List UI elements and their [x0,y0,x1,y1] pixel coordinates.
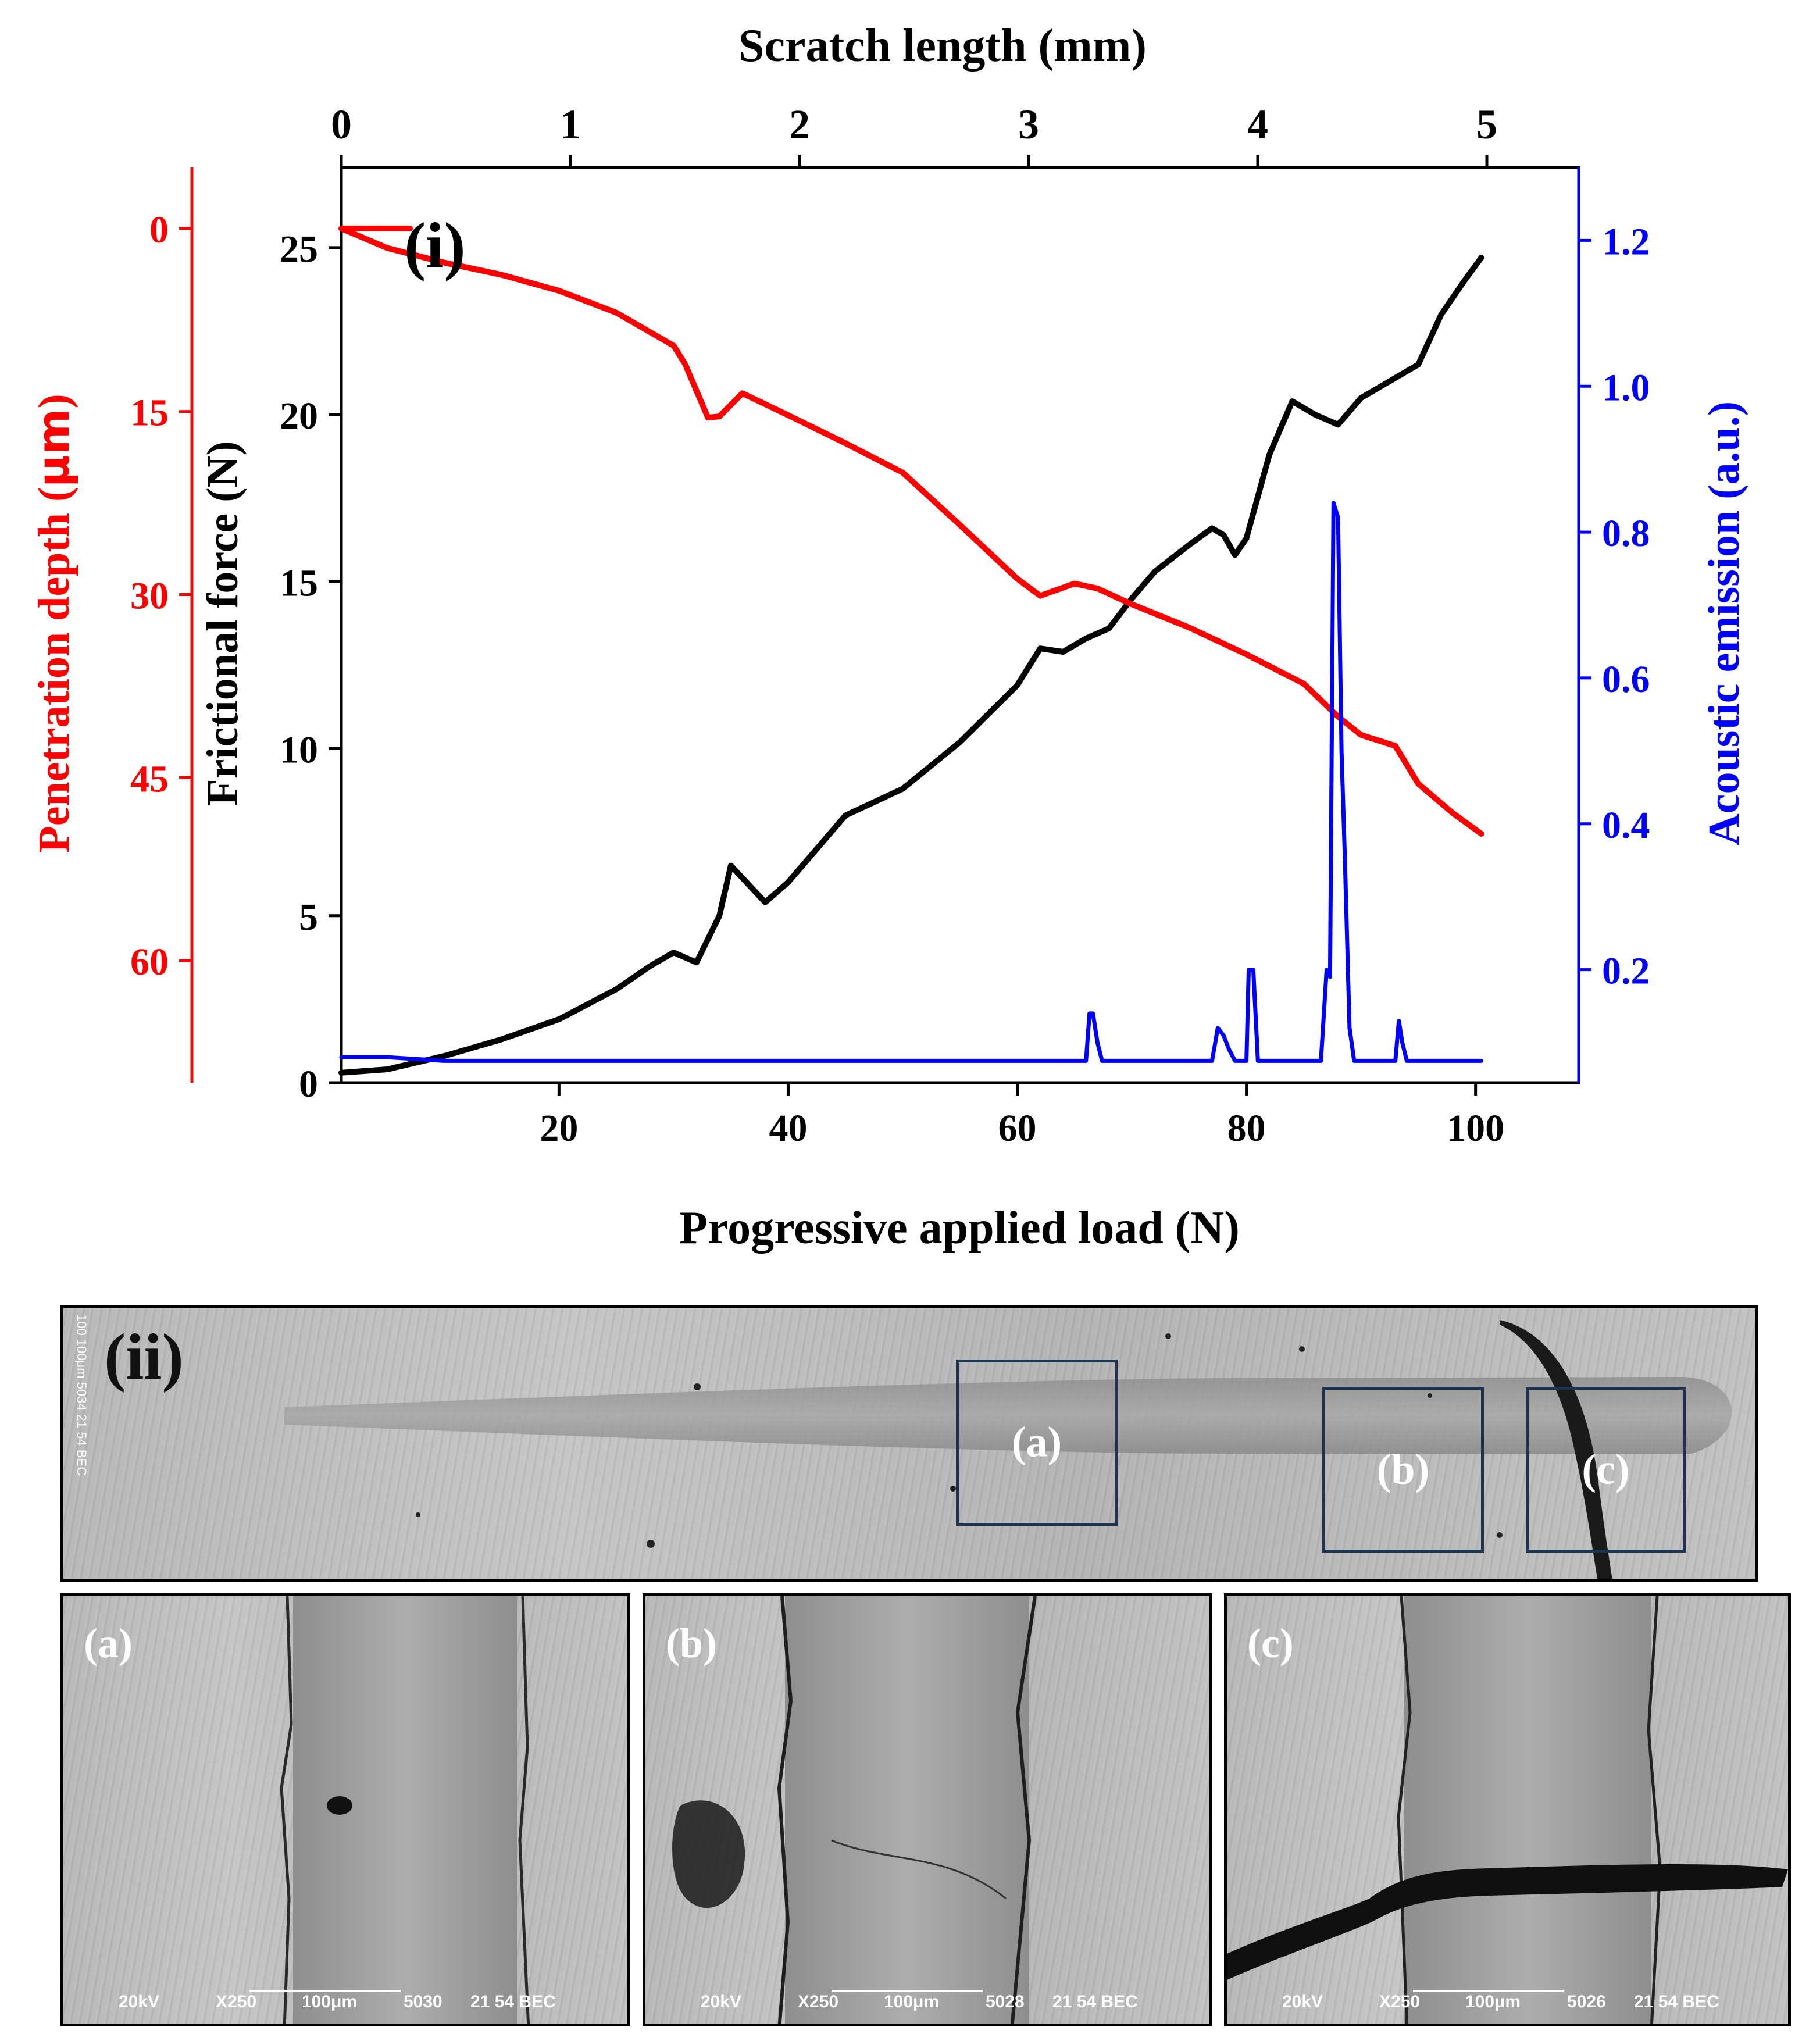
ae-series-line [339,501,1483,1063]
detail-a-label: (a) [84,1620,133,1667]
force-tick-label: 0 [299,1063,318,1105]
detail-b-label: (b) [666,1620,717,1667]
ae-tick-label: 0.6 [1602,658,1650,701]
detail-c-scalebar: 20kV X250 100μm 5026 21 54 BEC [1227,1981,1788,2015]
x-tick-label: 60 [998,1107,1037,1150]
sem-overview-image: (ii) 100 100μm 5034 21 54 BEC (a) (b) (c… [60,1305,1758,1582]
force-tick-label: 20 [280,395,318,437]
depth-tick-label: 15 [130,392,169,434]
sem-overview-meta: 100 100μm 5034 21 54 BEC [74,1314,89,1476]
depth-axis-title: Penetration depth (μm) [27,394,79,852]
depth-series-line [338,225,1484,837]
detail-b-scalebar: 20kV X250 100μm 5028 21 54 BEC [645,1981,1209,2015]
detail-a-scalebar: 20kV X250 100μm 5030 21 54 BEC [63,1981,627,2015]
top-axis-title: Scratch length (mm) [738,20,1147,72]
x-axis-title: Progressive applied load (N) [679,1203,1240,1254]
zoom-box-c-label: (c) [1582,1446,1630,1493]
depth-tick-label: 45 [130,758,169,800]
zoom-box-c: (c) [1526,1387,1686,1553]
top-tick-label: 2 [789,101,810,148]
force-axis-title: Frictional force (N) [198,441,247,805]
zoom-box-a-label: (a) [1011,1418,1062,1466]
detail-c-label: (c) [1247,1620,1294,1667]
ae-tick-label: 1.2 [1602,220,1650,263]
ae-tick-label: 0.2 [1602,950,1650,993]
depth-tick-label: 30 [130,575,169,618]
top-tick-label: 5 [1476,101,1497,148]
top-tick-label: 3 [1018,101,1039,148]
scratch-track [672,1596,1037,2024]
top-tick-label: 1 [560,101,581,148]
top-tick-label: 4 [1247,101,1268,148]
x-tick-label: 40 [769,1107,807,1150]
ae-tick-label: 0.4 [1602,804,1650,847]
ae-axis-title: Acoustic emission (a.u.) [1700,401,1748,845]
force-tick-label: 15 [280,562,318,604]
zoom-box-b: (b) [1322,1387,1484,1553]
scratch-track [284,1320,1732,1579]
force-tick-label: 25 [280,228,318,270]
x-tick-label: 80 [1227,1107,1266,1150]
plot-frame [340,166,1580,1084]
depth-tick-label: 0 [149,209,169,251]
panel-label-ii: (ii) [104,1321,184,1393]
x-tick-label: 100 [1447,1107,1504,1150]
force-tick-label: 5 [299,896,318,939]
panel-label-i: (i) [404,210,466,282]
ae-tick-label: 1.0 [1602,366,1650,409]
force-tick-label: 10 [280,729,318,772]
depth-tick-label: 60 [130,941,169,983]
zoom-box-b-label: (b) [1376,1446,1430,1493]
sem-detail-a: (a) 20kV X250 100μm 5030 21 54 BEC [60,1593,630,2026]
ae-tick-label: 0.8 [1602,512,1650,555]
friction-series-line [338,255,1484,1076]
zoom-box-a: (a) [956,1360,1118,1526]
scratch-track [1227,1596,1788,2024]
sem-detail-c: (c) 20kV X250 100μm 5026 21 54 BEC [1224,1593,1791,2026]
sem-detail-b: (b) 20kV X250 100μm 5028 21 54 BEC [643,1593,1212,2026]
scratch-track [280,1596,530,2024]
top-tick-label: 0 [331,101,352,148]
x-tick-label: 20 [540,1107,578,1150]
